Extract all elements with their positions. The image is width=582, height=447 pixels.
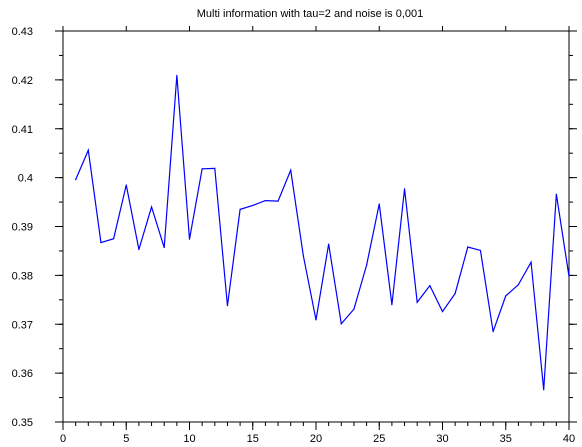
- data-point: [555, 193, 557, 195]
- data-point: [467, 246, 469, 248]
- data-point: [353, 308, 355, 310]
- y-tick-label: 0.39: [12, 222, 33, 234]
- y-tick-label: 0.38: [12, 270, 33, 282]
- data-point: [416, 301, 418, 303]
- data-point: [226, 305, 229, 307]
- data-point: [239, 208, 241, 210]
- y-tick-label: 0.41: [12, 124, 33, 136]
- y-tick-label: 0.36: [12, 368, 33, 380]
- x-tick-label: 0: [60, 433, 66, 445]
- data-point: [214, 167, 216, 169]
- data-point: [188, 238, 191, 240]
- y-axis: 0.35 0.36 0.37 0.38 0.39 0.4 0.41 0.42 0.43: [12, 26, 577, 429]
- x-tick-label: 25: [373, 433, 385, 445]
- data-point: [391, 304, 393, 306]
- data-point: [403, 188, 406, 190]
- series-line: [75, 75, 570, 390]
- y-tick-label: 0.42: [12, 75, 33, 87]
- data-point: [568, 275, 570, 277]
- y-tick-label: 0.4: [18, 173, 33, 185]
- data-point: [530, 261, 532, 263]
- data-point: [277, 200, 279, 202]
- y-tick-label: 0.43: [12, 26, 33, 38]
- x-tick-label: 20: [310, 433, 322, 445]
- data-point: [290, 169, 292, 171]
- x-tick-label: 15: [247, 433, 259, 445]
- chart-title: Multi information with tau=2 and noise i…: [197, 8, 424, 20]
- plot-frame: [62, 30, 570, 423]
- data-points: [75, 74, 570, 391]
- x-tick-label: 5: [123, 433, 129, 445]
- data-point: [138, 248, 140, 251]
- data-point: [492, 330, 494, 333]
- data-point: [366, 264, 368, 266]
- x-axis: 0 5 10 15 20 25 30 35 40: [60, 26, 575, 445]
- data-point: [201, 168, 203, 170]
- data-point: [517, 284, 520, 286]
- data-point: [113, 238, 115, 240]
- data-point: [252, 204, 254, 207]
- data-point: [163, 246, 165, 249]
- x-tick-label: 40: [563, 433, 575, 445]
- x-tick-label: 10: [183, 433, 195, 445]
- data-point: [454, 292, 456, 295]
- data-point: [543, 389, 545, 391]
- y-tick-label: 0.37: [12, 319, 33, 331]
- data-point: [479, 249, 482, 252]
- data-point: [378, 203, 380, 205]
- data-point: [150, 206, 153, 208]
- data-point: [441, 310, 444, 313]
- data-point: [302, 255, 304, 257]
- data-point: [87, 149, 89, 151]
- data-point: [429, 285, 431, 287]
- x-tick-label: 30: [436, 433, 448, 445]
- data-point: [75, 178, 77, 181]
- data-point: [264, 199, 266, 202]
- data-point: [328, 243, 330, 245]
- data-point: [505, 295, 507, 297]
- x-tick-label: 35: [500, 433, 512, 445]
- data-point: [125, 184, 127, 186]
- data-point: [100, 242, 102, 244]
- data-point: [315, 319, 317, 321]
- data-point: [176, 74, 178, 77]
- y-tick-label: 0.35: [12, 417, 33, 429]
- data-point: [340, 323, 342, 325]
